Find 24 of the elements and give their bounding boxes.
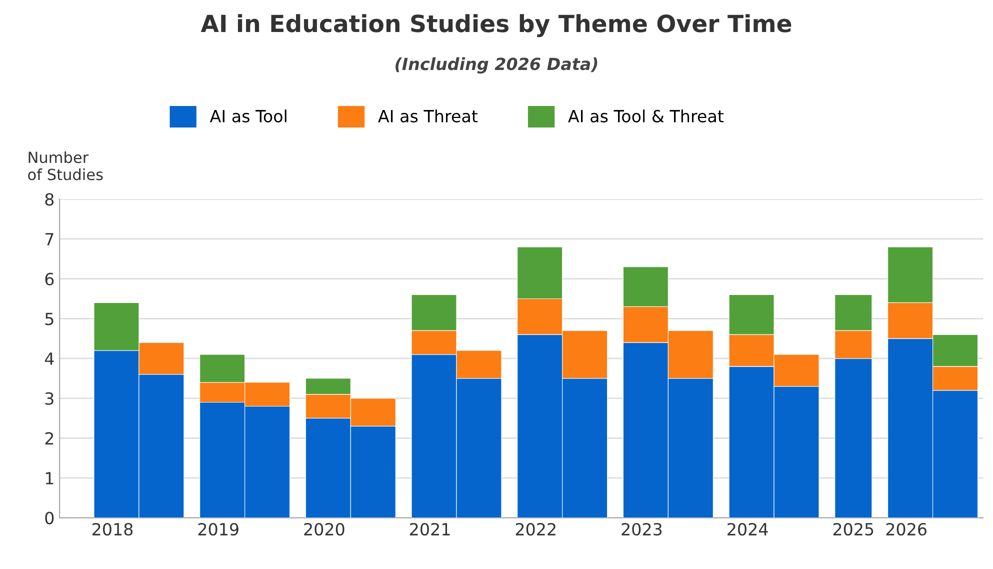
y-tick-label: 6 <box>45 272 54 286</box>
legend-label: AI as Tool <box>210 110 286 122</box>
y-tick-label: 4 <box>44 352 54 365</box>
x-tick-label: 2026 <box>886 522 926 536</box>
y-axis-title: Number of Studies <box>28 151 103 180</box>
x-tick-label: 2019 <box>198 522 238 536</box>
x-tick-label: 2020 <box>304 522 344 536</box>
legend-label: AI as Threat <box>378 110 478 122</box>
y-tick-label: 8 <box>45 193 54 206</box>
x-tick-label: 2023 <box>622 522 662 536</box>
chart-subtitle: (Including 2026 Data) <box>396 57 598 74</box>
y-tick-label: 5 <box>45 312 54 326</box>
chart-title: AI in Education Studies by Theme Over Time <box>200 14 792 38</box>
x-tick-label: 2024 <box>728 522 768 536</box>
y-tick-label: 1 <box>46 472 54 484</box>
y-tick-label: 0 <box>45 512 54 524</box>
x-tick-label: 2022 <box>516 522 556 536</box>
x-tick-label: 2021 <box>410 522 450 536</box>
y-tick-label: 7 <box>45 233 54 246</box>
legend-label: AI as Tool & Threat <box>568 110 724 122</box>
y-tick-label: 2 <box>45 432 54 444</box>
x-tick-label: 2018 <box>92 522 133 536</box>
x-tick-label: 2025 <box>833 522 874 536</box>
y-tick-label: 3 <box>45 392 54 405</box>
